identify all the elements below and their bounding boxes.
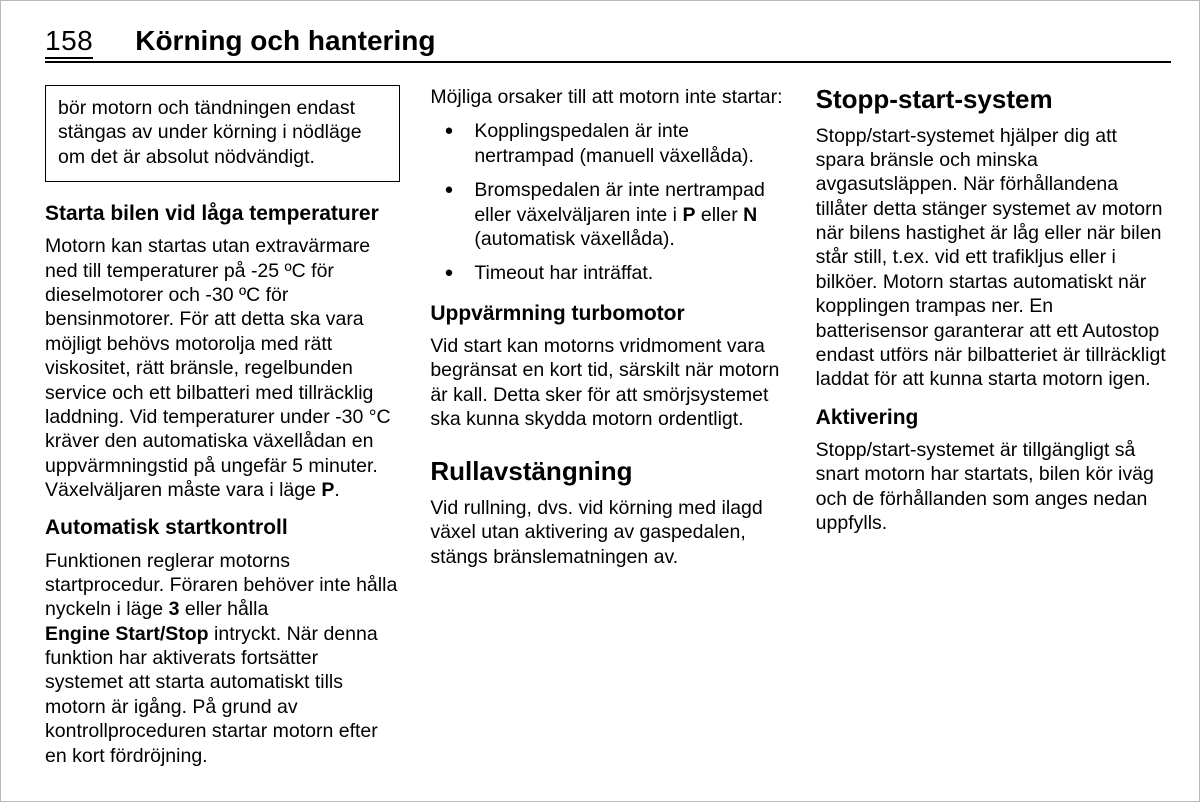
page-number: 158 [45,27,93,59]
caution-box: bör motorn och tändningen endast stängas… [45,85,400,182]
paragraph-auto-start: Funktionen reglerar motorns startprocedu… [45,549,400,768]
list-item: Bromspedalen är inte nertrampad eller vä… [430,178,785,251]
gear-p-bold: P [682,204,695,226]
gear-n-bold: N [743,204,757,226]
list-item: Timeout har inträffat. [430,261,785,285]
paragraph-causes-intro: Möjliga orsaker till att motorn inte sta… [430,85,785,109]
paragraph-turbo: Vid start kan motorns vridmoment vara be… [430,334,785,432]
heading-activation: Aktivering [816,406,1171,430]
page-title: Körning och hantering [135,25,435,57]
column-1: bör motorn och tändningen endast stängas… [45,85,400,768]
caution-text: bör motorn och tändningen endast stängas… [58,96,387,169]
text-segment: . [334,479,339,501]
engine-start-stop-bold: Engine Start/Stop [45,623,209,645]
text-segment: eller [695,204,743,226]
gear-p-bold: P [321,479,334,501]
text-segment: eller hålla [179,598,268,620]
column-3: Stopp-start-system Stopp/start-systemet … [816,85,1171,768]
paragraph-activation: Stopp/start-systemet är tillgängligt så … [816,438,1171,536]
text-segment: (automatisk växellåda). [474,228,675,250]
text-segment: Motorn kan startas utan extravärmare ned… [45,235,391,501]
heading-cold-start: Starta bilen vid låga temperaturer [45,202,400,226]
paragraph-cold-start: Motorn kan startas utan extravärmare ned… [45,234,400,502]
paragraph-stop-start: Stopp/start-systemet hjälper dig att spa… [816,124,1171,392]
column-2: Möjliga orsaker till att motorn inte sta… [430,85,785,768]
heading-stop-start: Stopp-start-system [816,85,1171,114]
page-header: 158 Körning och hantering [45,25,1171,63]
paragraph-overrun: Vid rullning, dvs. vid körning med ilagd… [430,496,785,569]
heading-overrun: Rullavstängning [430,457,785,486]
heading-auto-start: Automatisk startkontroll [45,516,400,540]
list-item: Kopplingspedalen är inte nertrampad (man… [430,119,785,168]
manual-page: 158 Körning och hantering bör motorn och… [0,0,1200,802]
key-position-3-bold: 3 [169,598,180,620]
causes-list: Kopplingspedalen är inte nertrampad (man… [430,119,785,285]
content-columns: bör motorn och tändningen endast stängas… [45,85,1171,768]
heading-turbo: Uppvärmning turbomotor [430,302,785,326]
